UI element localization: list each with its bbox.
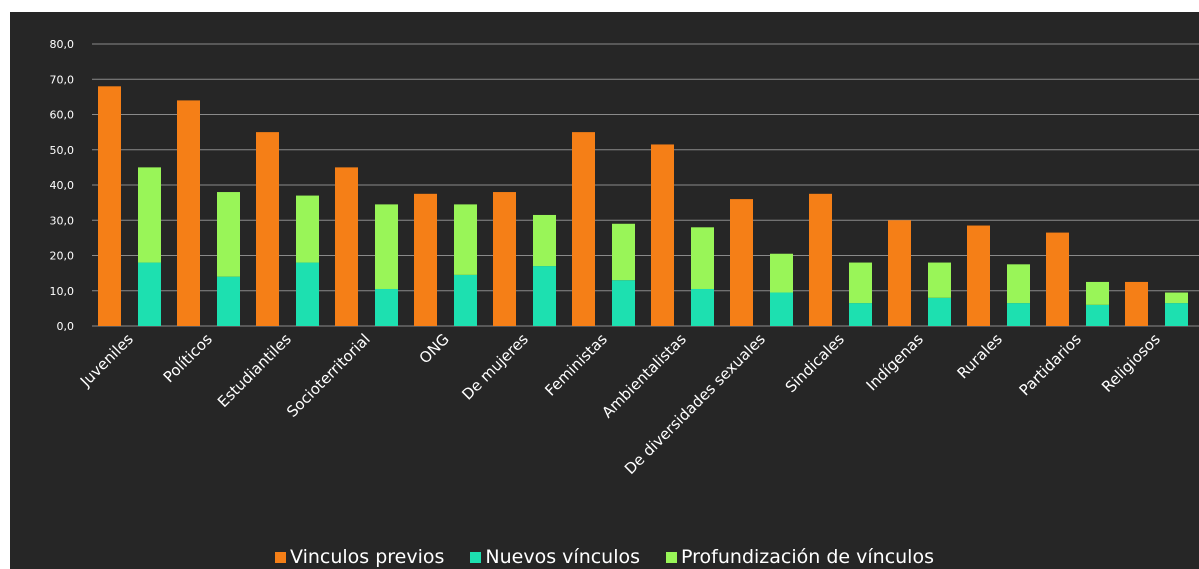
bar-profundizacion (612, 223, 635, 281)
legend-swatch-vinculos-previos (275, 551, 286, 563)
bar-nuevos-vinculos (217, 276, 240, 326)
bar-vinculos-previos (651, 144, 674, 326)
bar-nuevos-vinculos (770, 292, 793, 326)
x-tick-label: Rurales (954, 330, 1006, 382)
bar-vinculos-previos (335, 167, 358, 326)
bar-nuevos-vinculos (1007, 303, 1030, 326)
y-tick-label: 60,0 (50, 109, 75, 122)
bar-vinculos-previos (414, 193, 437, 326)
x-tick-label: Socioterritorial (283, 330, 374, 421)
y-tick-label: 80,0 (50, 38, 75, 51)
x-tick-label: ONG (416, 330, 453, 367)
bar-vinculos-previos (1125, 281, 1148, 326)
y-tick-label: 30,0 (50, 214, 75, 227)
bar-profundizacion (770, 253, 793, 293)
bar-nuevos-vinculos (296, 262, 319, 326)
bar-profundizacion (296, 195, 319, 263)
x-tick-label: Partidarios (1016, 330, 1085, 399)
y-tick-label: 20,0 (50, 250, 75, 263)
bar-vinculos-previos (493, 192, 516, 326)
bar-chart: 0,0 10,0 20,0 30,0 40,0 50,0 60,0 70,0 80,0 Juve… (50, 38, 1199, 478)
legend-item-nuevos-vinculos: Nuevos vínculos (470, 546, 640, 568)
bar-vinculos-previos (888, 220, 911, 326)
bar-profundizacion (1007, 264, 1030, 304)
bar-nuevos-vinculos (375, 288, 398, 326)
chart-panel: 0,0 10,0 20,0 30,0 40,0 50,0 60,0 70,0 80,0 Juve… (10, 12, 1199, 569)
bar-nuevos-vinculos (138, 262, 161, 326)
x-tick-label: Feministas (541, 330, 611, 400)
x-axis-ticks: Juveniles PolíticosEstudiantilesSocioterr… (76, 330, 1164, 478)
bar-vinculos-previos (730, 199, 753, 326)
bar-profundizacion (928, 262, 951, 298)
bar-profundizacion (849, 262, 872, 304)
bars (98, 86, 1188, 327)
legend: Vinculos previos Nuevos vínculos Profund… (10, 545, 1199, 569)
y-tick-label: 40,0 (50, 179, 75, 192)
bar-profundizacion (691, 227, 714, 289)
bar-vinculos-previos (809, 193, 832, 326)
bar-profundizacion (217, 192, 240, 277)
bar-profundizacion (454, 204, 477, 275)
bar-nuevos-vinculos (533, 266, 556, 326)
bar-vinculos-previos (98, 86, 121, 326)
bar-nuevos-vinculos (1165, 303, 1188, 326)
legend-label-vinculos-previos: Vinculos previos (290, 546, 445, 568)
bar-nuevos-vinculos (612, 280, 635, 326)
bar-nuevos-vinculos (691, 288, 714, 326)
bar-vinculos-previos (967, 225, 990, 326)
x-tick-label: Indígenas (863, 330, 927, 394)
bar-vinculos-previos (572, 132, 595, 326)
bar-vinculos-previos (1046, 232, 1069, 326)
legend-item-profundizacion: Profundización de vínculos (666, 546, 934, 568)
bar-nuevos-vinculos (454, 274, 477, 326)
y-tick-label: 50,0 (50, 144, 75, 157)
bar-nuevos-vinculos (928, 297, 951, 326)
x-tick-label: Ambientalistas (598, 330, 690, 422)
bar-nuevos-vinculos (849, 303, 872, 326)
legend-label-profundizacion: Profundización de vínculos (681, 546, 934, 568)
legend-swatch-nuevos-vinculos (470, 551, 482, 563)
legend-item-vinculos-previos: Vinculos previos (275, 546, 444, 568)
y-tick-label: 0,0 (57, 320, 75, 333)
bar-profundizacion (138, 167, 161, 263)
bar-profundizacion (1086, 281, 1109, 305)
legend-swatch-profundizacion (666, 551, 678, 563)
x-tick-label: De mujeres (458, 330, 532, 404)
x-tick-label: Religiosos (1098, 330, 1164, 396)
x-tick-label: Sindicales (782, 330, 848, 396)
bar-vinculos-previos (256, 132, 279, 326)
x-tick-label: Estudiantiles (214, 330, 295, 411)
bar-profundizacion (1165, 292, 1188, 304)
bar-nuevos-vinculos (1086, 304, 1109, 326)
y-tick-label: 70,0 (50, 73, 75, 86)
x-tick-label: De diversidades sexuales (621, 330, 769, 478)
x-tick-label: Políticos (160, 330, 216, 386)
bar-profundizacion (533, 214, 556, 267)
legend-label-nuevos-vinculos: Nuevos vínculos (485, 546, 641, 568)
y-tick-label: 10,0 (50, 285, 75, 298)
bar-vinculos-previos (177, 100, 200, 327)
y-axis-ticks: 0,0 10,0 20,0 30,0 40,0 50,0 60,0 70,0 80,0 (50, 38, 75, 333)
bar-profundizacion (375, 204, 398, 289)
x-tick-label: Juveniles (76, 330, 137, 391)
